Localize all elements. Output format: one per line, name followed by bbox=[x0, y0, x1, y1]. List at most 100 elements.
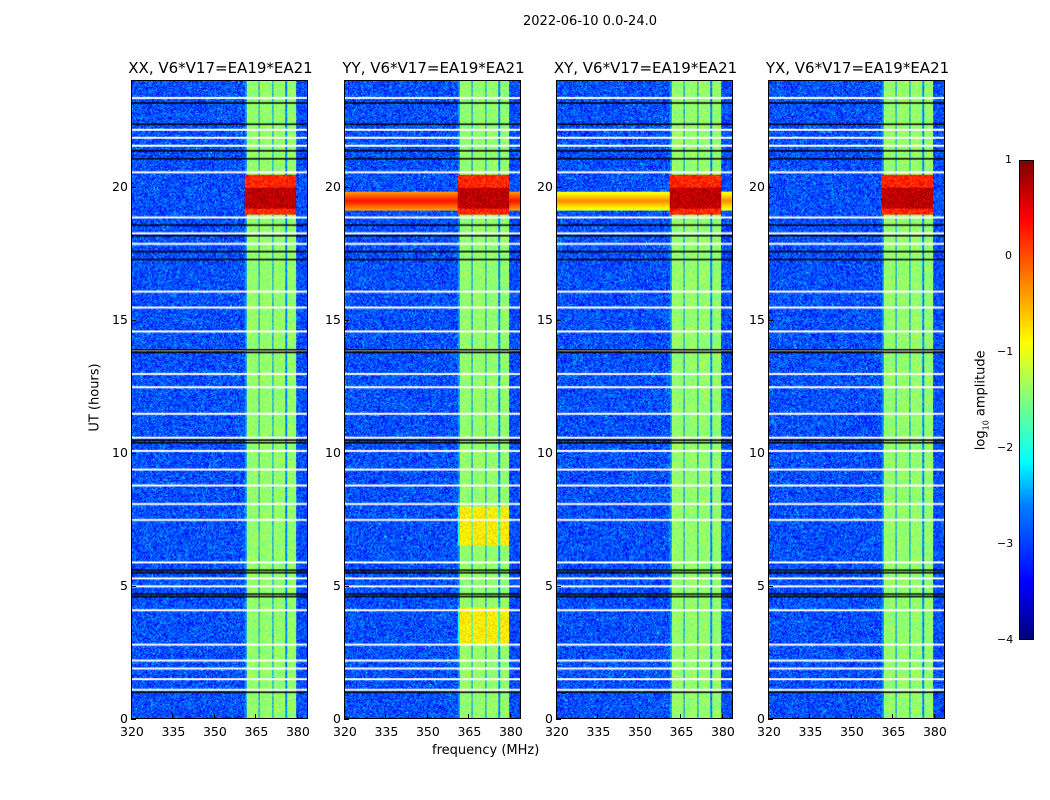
x-tick-label: 335 bbox=[374, 724, 399, 739]
y-tick-mark bbox=[131, 186, 136, 188]
spectrogram-heatmap bbox=[769, 81, 944, 718]
x-tick-label: 380 bbox=[285, 724, 310, 739]
x-tick-mark bbox=[892, 714, 894, 719]
y-tick-label: 10 bbox=[325, 444, 341, 460]
y-tick-mark bbox=[556, 719, 561, 720]
x-tick-label: 365 bbox=[457, 724, 482, 739]
y-tick-label: 10 bbox=[537, 444, 553, 460]
x-tick-label: 365 bbox=[669, 724, 694, 739]
x-tick-label: 335 bbox=[161, 724, 186, 739]
colorbar-tick-label: 0 bbox=[1005, 249, 1012, 262]
x-tick-label: 380 bbox=[710, 724, 735, 739]
y-tick-label: 20 bbox=[325, 178, 341, 194]
y-tick-mark bbox=[768, 186, 773, 188]
x-tick-label: 320 bbox=[120, 724, 144, 739]
spectrogram-panel-3: XY, V6*V17=EA19*EA21 bbox=[554, 59, 737, 719]
y-tick-mark bbox=[768, 319, 773, 321]
y-tick-label: 0 bbox=[333, 711, 341, 726]
x-tick-mark bbox=[933, 714, 935, 719]
x-tick-mark bbox=[296, 714, 298, 719]
x-axis-label: frequency (MHz) bbox=[432, 743, 540, 758]
spectrogram-heatmap bbox=[557, 81, 732, 718]
x-tick-label: 320 bbox=[757, 724, 781, 739]
colorbar-tick-label: −3 bbox=[997, 537, 1014, 550]
y-tick-mark bbox=[556, 452, 561, 454]
x-tick-label: 350 bbox=[839, 724, 864, 739]
spectrogram-heatmap bbox=[132, 81, 307, 718]
x-tick-label: 350 bbox=[415, 724, 440, 739]
x-tick-mark bbox=[255, 714, 257, 719]
colorbar-label: log10 amplitude bbox=[973, 350, 991, 451]
x-tick-label: 350 bbox=[627, 724, 652, 739]
y-tick-label: 5 bbox=[333, 577, 341, 593]
x-tick-mark bbox=[426, 714, 428, 719]
y-tick-mark bbox=[344, 319, 349, 321]
y-tick-label: 20 bbox=[537, 178, 553, 194]
spectrogram-panel-4: YX, V6*V17=EA19*EA21 bbox=[766, 59, 949, 719]
y-tick-mark bbox=[344, 452, 349, 454]
x-tick-mark bbox=[768, 714, 769, 719]
y-tick-label: 5 bbox=[545, 577, 553, 593]
x-tick-mark bbox=[131, 714, 132, 719]
y-tick-mark bbox=[131, 319, 136, 321]
y-tick-mark bbox=[344, 585, 349, 587]
x-tick-label: 335 bbox=[586, 724, 611, 739]
figure-title: 2022-06-10 0.0-24.0 bbox=[523, 14, 657, 29]
y-tick-mark bbox=[131, 719, 136, 720]
y-tick-mark bbox=[768, 585, 773, 587]
panel-title: YY, V6*V17=EA19*EA21 bbox=[342, 59, 525, 77]
panel-title: YX, V6*V17=EA19*EA21 bbox=[765, 59, 950, 77]
x-tick-label: 320 bbox=[333, 724, 357, 739]
y-tick-mark bbox=[131, 585, 136, 587]
x-tick-mark bbox=[556, 714, 557, 719]
spectrogram-panel-1: XX, V6*V17=EA19*EA21 bbox=[128, 59, 313, 719]
y-tick-mark bbox=[556, 319, 561, 321]
y-tick-mark bbox=[556, 186, 561, 188]
y-tick-label: 15 bbox=[537, 311, 553, 327]
x-tick-mark bbox=[344, 714, 345, 719]
x-tick-label: 380 bbox=[922, 724, 947, 739]
x-tick-label: 365 bbox=[881, 724, 906, 739]
y-tick-label: 15 bbox=[112, 311, 128, 327]
x-tick-mark bbox=[809, 714, 811, 719]
y-tick-mark bbox=[131, 452, 136, 454]
x-tick-mark bbox=[680, 714, 682, 719]
x-tick-label: 380 bbox=[498, 724, 523, 739]
y-tick-mark bbox=[768, 452, 773, 454]
spectrogram-heatmap bbox=[345, 81, 520, 718]
y-tick-mark bbox=[344, 719, 349, 720]
y-tick-label: 0 bbox=[757, 711, 765, 726]
y-tick-label: 5 bbox=[757, 577, 765, 593]
x-tick-label: 365 bbox=[244, 724, 269, 739]
y-tick-label: 5 bbox=[120, 577, 128, 593]
y-tick-label: 20 bbox=[749, 178, 765, 194]
panel-title: XX, V6*V17=EA19*EA21 bbox=[128, 59, 313, 77]
x-tick-mark bbox=[385, 714, 387, 719]
colorbar-tick-label: −1 bbox=[997, 345, 1014, 358]
colorbar-tick-label: −2 bbox=[997, 441, 1014, 454]
colorbar-tick-label: 1 bbox=[1005, 153, 1012, 166]
y-tick-mark bbox=[344, 186, 349, 188]
y-axis-label: UT (hours) bbox=[87, 363, 103, 432]
y-tick-label: 20 bbox=[112, 178, 128, 194]
x-tick-mark bbox=[509, 714, 511, 719]
x-tick-label: 335 bbox=[798, 724, 823, 739]
y-tick-label: 10 bbox=[749, 444, 765, 460]
spectrogram-panel-2: YY, V6*V17=EA19*EA21 bbox=[342, 59, 525, 719]
x-tick-label: 320 bbox=[545, 724, 569, 739]
y-tick-mark bbox=[556, 585, 561, 587]
y-tick-label: 15 bbox=[325, 311, 341, 327]
colorbar bbox=[1019, 160, 1034, 640]
y-tick-label: 0 bbox=[120, 711, 128, 726]
y-tick-label: 0 bbox=[545, 711, 553, 726]
y-tick-mark bbox=[768, 719, 773, 720]
panel-title: XY, V6*V17=EA19*EA21 bbox=[553, 59, 738, 77]
x-tick-mark bbox=[468, 714, 470, 719]
x-tick-mark bbox=[638, 714, 640, 719]
x-tick-mark bbox=[850, 714, 852, 719]
x-tick-mark bbox=[172, 714, 174, 719]
y-tick-label: 15 bbox=[749, 311, 765, 327]
y-tick-label: 10 bbox=[112, 444, 128, 460]
x-tick-label: 350 bbox=[202, 724, 227, 739]
